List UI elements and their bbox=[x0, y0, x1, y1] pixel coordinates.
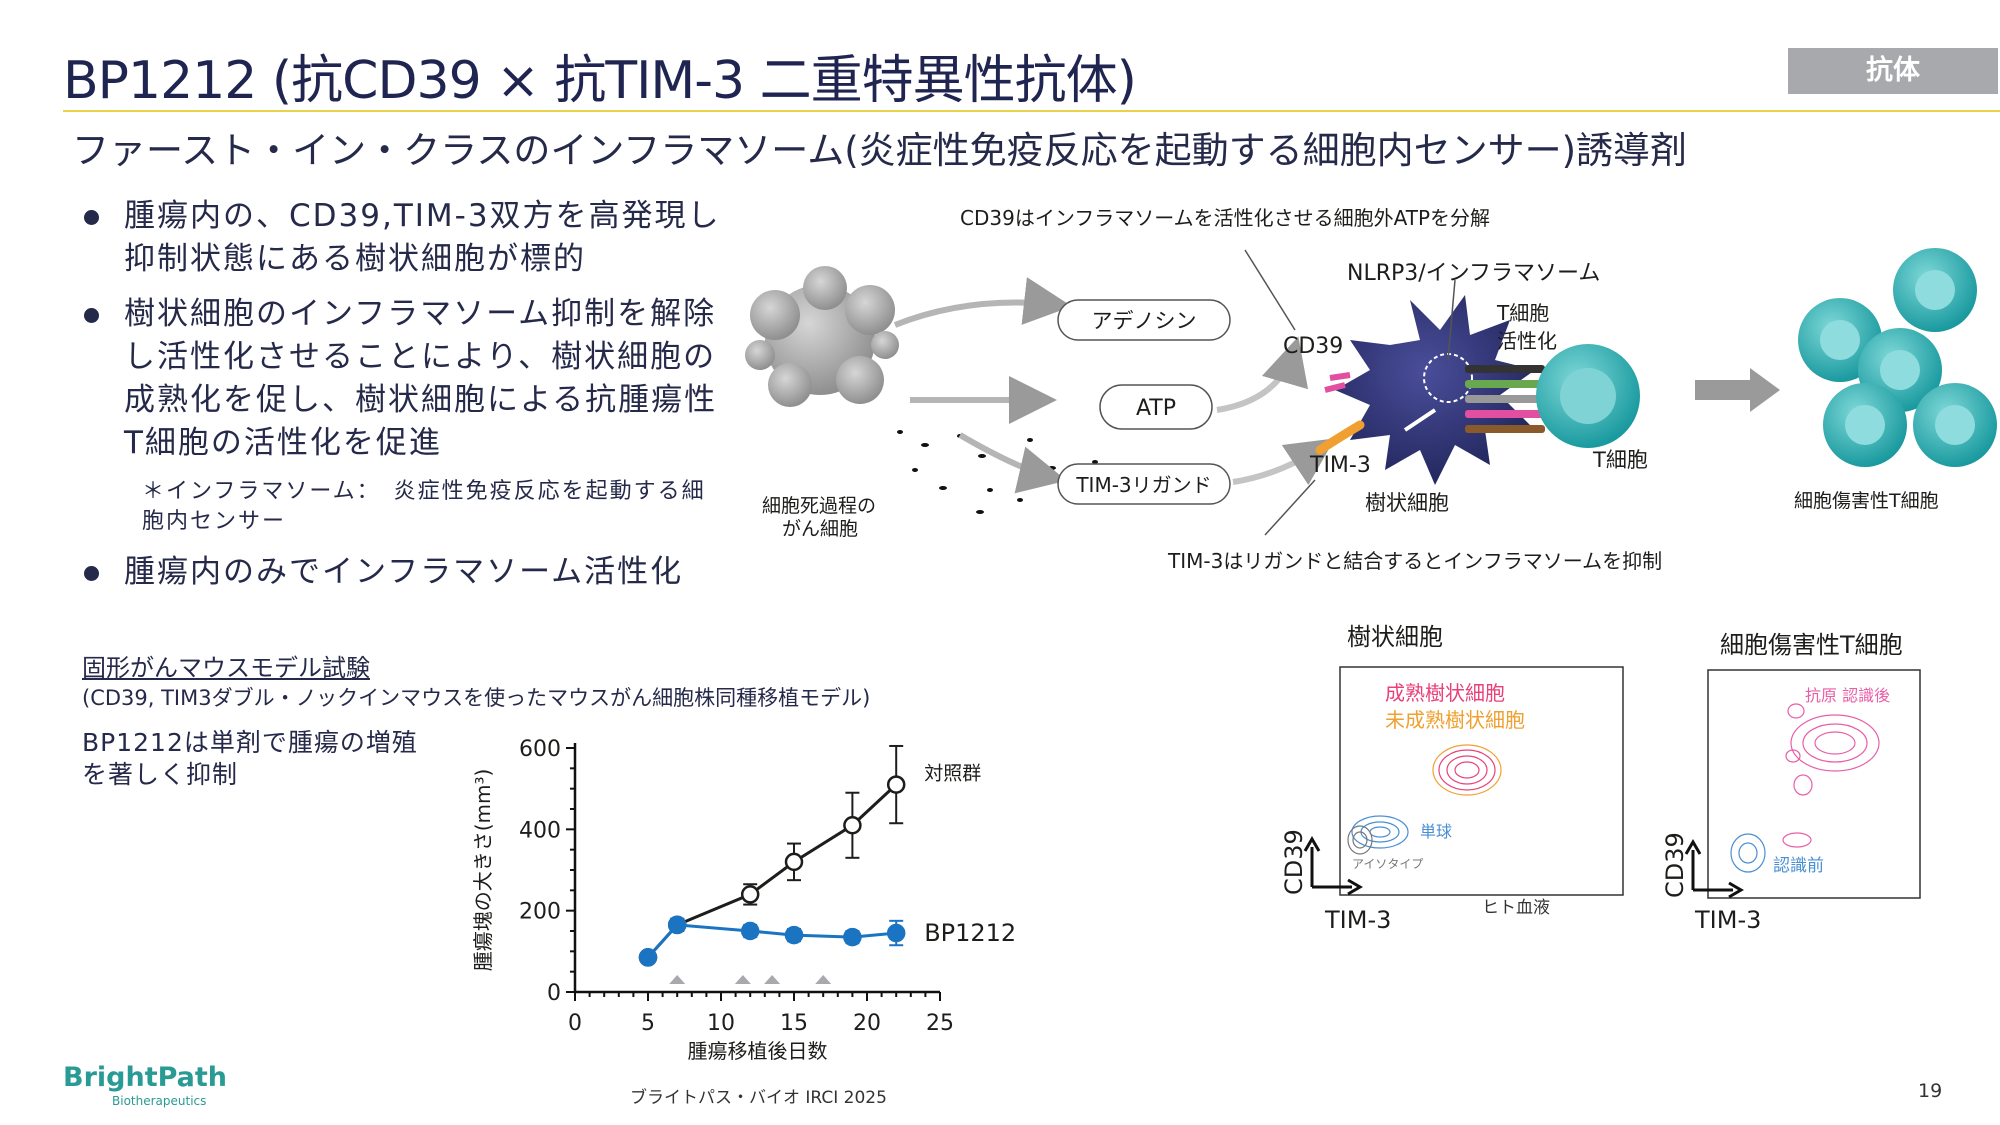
t-activation-label: T細胞 bbox=[1496, 301, 1549, 325]
t-plot-frame bbox=[1707, 669, 1921, 899]
atp-label: ATP bbox=[1136, 396, 1176, 421]
brightpath-logo-sub: Biotherapeutics bbox=[112, 1094, 207, 1108]
dosing-arrow-icon bbox=[669, 975, 686, 984]
title-divider bbox=[63, 110, 2000, 112]
page-number: 19 bbox=[1918, 1080, 1943, 1102]
mechanism-diagram: アデノシン ATP TIM-3リガンド CD39はインフラマソームを活性化させる… bbox=[745, 206, 1997, 573]
post-recognition-label: 抗原 認識後 bbox=[1805, 686, 1890, 705]
pointer-line bbox=[1244, 249, 1296, 331]
flow-cytometry-panels: 樹状細胞 成熟樹状細胞 未成熟樹状細胞 単球 アイソタイプ ヒト血液 CD39 … bbox=[1280, 623, 1921, 934]
adenosine-pill bbox=[1057, 299, 1231, 341]
isotype-label: アイソタイプ bbox=[1352, 857, 1423, 871]
cytotoxic-t-cells-icon bbox=[1798, 248, 1997, 467]
mature-dc-contours bbox=[1438, 749, 1496, 791]
monocyte-label: 単球 bbox=[1420, 822, 1452, 841]
arrow-icon bbox=[1232, 438, 1335, 485]
post-recognition-contours bbox=[1782, 703, 1880, 848]
bullet-list: 腫瘍内の、CD39,TIM-3双方を高発現し抑制状態にある樹状細胞が標的 樹状細… bbox=[82, 195, 722, 606]
pre-recognition-label: 認識前 bbox=[1773, 856, 1824, 876]
data-point bbox=[843, 927, 862, 947]
dc-panel-title: 樹状細胞 bbox=[1347, 623, 1443, 651]
immature-dc-contours bbox=[1432, 744, 1502, 796]
footer-text: ブライトパス・バイオ IRCI 2025 bbox=[630, 1088, 887, 1108]
mature-dc-label: 成熟樹状細胞 bbox=[1385, 681, 1505, 705]
y-tick-label: 200 bbox=[519, 900, 561, 925]
data-point bbox=[784, 925, 804, 945]
x-tick-label: 25 bbox=[926, 1011, 954, 1036]
dosing-arrow-icon bbox=[764, 975, 781, 984]
x-axis-label: 腫瘍移植後日数 bbox=[688, 1039, 828, 1063]
t-cell-label: T細胞 bbox=[1592, 448, 1648, 472]
bullet-item: 腫瘍内の、CD39,TIM-3双方を高発現し抑制状態にある樹状細胞が標的 bbox=[82, 195, 722, 281]
x-tick-label: 15 bbox=[780, 1011, 808, 1036]
bullet-item: 樹状細胞のインフラマソーム抑制を解除し活性化させることにより、樹状細胞の成熟化を… bbox=[82, 293, 722, 465]
x-tick-label: 10 bbox=[707, 1011, 735, 1036]
human-blood-label: ヒト血液 bbox=[1482, 898, 1550, 918]
nlrp3-label: NLRP3/インフラマソーム bbox=[1347, 261, 1600, 286]
isotype-contours bbox=[1347, 825, 1373, 855]
cytotoxic-t-label: 細胞傷害性T細胞 bbox=[1794, 490, 1939, 512]
immature-dc-label: 未成熟樹状細胞 bbox=[1385, 708, 1525, 732]
tumor-growth-chart: 0 5 10 15 20 25 0 200 400 600 腫瘍移植後日数 腫瘍塊の大きさ(mm³) 対… bbox=[471, 737, 1016, 1063]
tim3-ligand-label: TIM-3リガンド bbox=[1075, 473, 1211, 497]
data-point bbox=[740, 921, 760, 941]
dosing-arrow-icon bbox=[815, 975, 832, 984]
tim3-label: TIM-3 bbox=[1309, 453, 1371, 478]
t-panel-title: 細胞傷害性T細胞 bbox=[1720, 631, 1903, 659]
series-label: 対照群 bbox=[924, 763, 981, 785]
y-tick-label: 0 bbox=[547, 981, 561, 1006]
pointer-line bbox=[1264, 479, 1316, 536]
dc-plot-frame bbox=[1339, 666, 1624, 896]
pointer-line bbox=[1447, 279, 1456, 361]
study-subtitle: (CD39, TIM3ダブル・ノックインマウスを使ったマウスがん細胞株同種移植モ… bbox=[82, 686, 871, 710]
data-point bbox=[886, 775, 906, 794]
dying-cell-label: がん細胞 bbox=[782, 518, 858, 540]
data-point bbox=[784, 852, 804, 872]
data-point bbox=[886, 923, 906, 943]
cd39-label: CD39 bbox=[1283, 334, 1343, 359]
tim3-ligand-pill bbox=[1057, 463, 1231, 505]
y-tick-label: 600 bbox=[519, 737, 561, 762]
category-badge: 抗体 bbox=[1788, 48, 1998, 94]
study-title: 固形がんマウスモデル試験 bbox=[82, 654, 370, 682]
arrow-right-icon bbox=[1695, 368, 1780, 412]
arrow-icon bbox=[958, 432, 1067, 494]
y-axis-label: 腫瘍塊の大きさ(mm³) bbox=[471, 769, 495, 972]
data-point bbox=[638, 948, 658, 967]
y-tick-label: 400 bbox=[519, 818, 561, 843]
bullet-dot-icon bbox=[84, 566, 99, 581]
cd39-axis-label: CD39 bbox=[1661, 832, 1689, 898]
atp-pill bbox=[1099, 384, 1213, 430]
dying-cancer-cell-icon bbox=[745, 266, 899, 407]
arrow-icon bbox=[1216, 336, 1309, 413]
brightpath-logo: BrightPath bbox=[63, 1062, 228, 1093]
x-tick-label: 20 bbox=[853, 1011, 881, 1036]
tim3-axis-label: TIM-3 bbox=[1694, 906, 1761, 934]
data-point bbox=[740, 885, 760, 904]
tim3-caption: TIM-3はリガンドと結合するとインフラマソームを抑制 bbox=[1167, 549, 1662, 573]
x-tick-label: 0 bbox=[568, 1011, 582, 1036]
page-title: BP1212 (抗CD39 × 抗TIM-3 二重特異性抗体) bbox=[63, 51, 1137, 111]
tim3-axis-label: TIM-3 bbox=[1324, 906, 1391, 934]
series-label: BP1212 bbox=[924, 919, 1016, 947]
bullet-item: 腫瘍内のみでインフラマソーム活性化 bbox=[82, 551, 722, 594]
pre-recognition-contours bbox=[1730, 833, 1766, 873]
bullet-dot-icon bbox=[84, 308, 99, 323]
dosing-arrow-icon bbox=[734, 975, 751, 984]
footnote: ＊インフラマソーム： 炎症性免疫反応を起動する細胞内センサー bbox=[142, 479, 706, 534]
data-point bbox=[843, 816, 862, 835]
arrow-icon bbox=[893, 277, 1072, 328]
dendritic-cell-label: 樹状細胞 bbox=[1365, 491, 1449, 515]
data-point bbox=[667, 915, 687, 935]
page-subtitle: ファースト・イン・クラスのインフラマソーム(炎症性免疫反応を起動する細胞内センサ… bbox=[72, 129, 1688, 172]
bullet-dot-icon bbox=[84, 210, 99, 225]
t-activation-label: 活性化 bbox=[1497, 329, 1557, 353]
adenosine-label: アデノシン bbox=[1092, 309, 1197, 333]
dying-cell-label: 細胞死過程の bbox=[762, 495, 876, 517]
x-tick-label: 5 bbox=[641, 1011, 655, 1036]
receptor-bars-icon bbox=[1465, 365, 1545, 433]
cd39-caption: CD39はインフラマソームを活性化させる細胞外ATPを分解 bbox=[960, 206, 1490, 230]
study-claim: BP1212は単剤で腫瘍の増殖を著しく抑制 bbox=[82, 728, 418, 789]
cd39-axis-label: CD39 bbox=[1280, 829, 1308, 895]
